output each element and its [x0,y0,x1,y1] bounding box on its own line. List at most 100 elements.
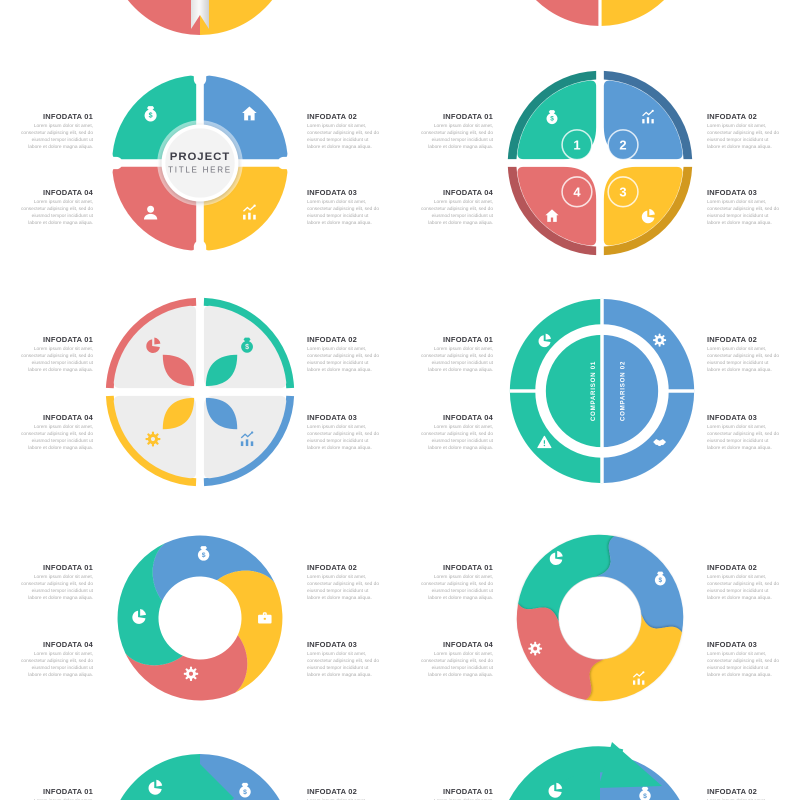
infodata-block: INFODATA 03 Lorem ipsum dolor sit amet, … [307,413,382,452]
infodata-block: INFODATA 04 Lorem ipsum dolor sit amet, … [18,188,93,227]
infodata-text: Lorem ipsum dolor sit amet, consectetur … [707,123,779,151]
gear-icon [653,333,667,347]
infodata-block: INFODATA 01 Lorem ipsum dolor sit amet, … [418,787,493,800]
infodata-text: Lorem ipsum dolor sit amet, consectetur … [707,199,779,227]
diagram-wave-donut [516,534,684,702]
infodata-text: Lorem ipsum dolor sit amet, consectetur … [707,651,779,679]
infodata-title: INFODATA 04 [443,640,493,649]
step-number-3: 3 [619,184,626,199]
infodata-title: INFODATA 01 [443,787,493,796]
infodata-title: INFODATA 03 [307,640,357,649]
pinwheel-segments [117,535,283,701]
diagram-half-ribbon-partial [127,0,273,35]
infodata-text: Lorem ipsum dolor sit amet, consectetur … [707,424,779,452]
infodata-text: Lorem ipsum dolor sit amet, consectetur … [307,798,382,800]
infodata-title: INFODATA 04 [43,188,93,197]
infodata-text: Lorem ipsum dolor sit amet, consectetur … [18,798,93,800]
wave-segments [516,534,684,702]
infodata-text: Lorem ipsum dolor sit amet, consectetur … [307,123,379,151]
gear-icon [528,641,543,656]
infodata-title: INFODATA 01 [43,563,93,572]
infodata-text: Lorem ipsum dolor sit amet, consectetur … [418,798,493,800]
center-leaves [162,354,238,430]
infodata-block: INFODATA 04 Lorem ipsum dolor sit amet, … [418,188,493,227]
infodata-block: INFODATA 01 Lorem ipsum dolor sit amet, … [418,112,493,151]
infodata-block: INFODATA 01 Lorem ipsum dolor sit amet, … [18,563,93,602]
infodata-title: INFODATA 02 [707,563,757,572]
infodata-title: INFODATA 04 [43,640,93,649]
segment-left [535,0,600,26]
infodata-title: INFODATA 02 [307,563,357,572]
infodata-block: INFODATA 02 Lorem ipsum dolor sit amet, … [307,335,382,374]
infodata-title: INFODATA 02 [707,335,757,344]
infodata-title: INFODATA 04 [443,188,493,197]
infodata-title: INFODATA 01 [443,335,493,344]
gear-icon [183,666,199,681]
infodata-title: INFODATA 03 [307,188,357,197]
arrow-head [598,742,662,788]
infodata-block: INFODATA 02 Lorem ipsum dolor sit amet, … [307,112,382,151]
quadrant-segments [517,80,683,246]
rim-notches [106,69,294,257]
infodata-title: INFODATA 01 [443,112,493,121]
infodata-block: INFODATA 03 Lorem ipsum dolor sit amet, … [707,413,782,452]
infodata-title: INFODATA 01 [43,335,93,344]
infodata-title: INFODATA 01 [43,787,93,796]
half-right [602,298,695,484]
infodata-title: INFODATA 02 [707,787,757,796]
infodata-text: Lorem ipsum dolor sit amet, consectetur … [307,346,379,374]
step-number-4: 4 [573,184,581,199]
segment-left [120,754,200,800]
infodata-text: Lorem ipsum dolor sit amet, consectetur … [421,123,493,151]
infodata-text: Lorem ipsum dolor sit amet, consectetur … [21,199,93,227]
infodata-title: INFODATA 04 [43,413,93,422]
diagram-comparison-halves: COMPARISON 01 COMPARISON 02 [509,298,695,484]
infodata-text: Lorem ipsum dolor sit amet, consectetur … [21,651,93,679]
infodata-text: Lorem ipsum dolor sit amet, consectetur … [421,199,493,227]
infodata-text: Lorem ipsum dolor sit amet, consectetur … [421,424,493,452]
infodata-text: Lorem ipsum dolor sit amet, consectetur … [421,651,493,679]
infodata-block: INFODATA 01 Lorem ipsum dolor sit amet, … [418,335,493,374]
step-circles: 1 2 3 4 [561,129,639,208]
infodata-text: Lorem ipsum dolor sit amet, consectetur … [707,798,782,800]
infodata-text: Lorem ipsum dolor sit amet, consectetur … [21,574,93,602]
diagram-arrow-cycle-partial [509,742,680,800]
divider-right [667,389,695,393]
chevron-arrow [198,762,234,800]
infodata-block: INFODATA 02 Lorem ipsum dolor sit amet, … [307,787,382,800]
infodata-text: Lorem ipsum dolor sit amet, consectetur … [421,574,493,602]
infodata-text: Lorem ipsum dolor sit amet, consectetur … [307,424,379,452]
infodata-text: Lorem ipsum dolor sit amet, consectetur … [707,346,779,374]
gray-quadrants [113,305,287,479]
infodata-block: INFODATA 02 Lorem ipsum dolor sit amet, … [707,787,782,800]
infodata-title: INFODATA 02 [307,112,357,121]
infodata-title: INFODATA 02 [307,787,357,796]
center-title: PROJECT [170,151,230,163]
diagram-half-split-partial [535,0,665,30]
segment-left [127,0,200,35]
diagram-pinwheel-donut [117,535,283,701]
comparison-left-label: COMPARISON 01 [590,361,597,421]
infodata-title: INFODATA 01 [43,112,93,121]
divider-left [509,389,537,393]
infodata-title: INFODATA 03 [707,640,757,649]
infodata-block: INFODATA 02 Lorem ipsum dolor sit amet, … [307,563,382,602]
center-hole [559,577,641,659]
dark-rim [507,70,693,256]
infodata-block: INFODATA 04 Lorem ipsum dolor sit amet, … [18,640,93,679]
infodata-block: INFODATA 01 Lorem ipsum dolor sit amet, … [18,787,93,800]
step-number-2: 2 [619,137,626,152]
infodata-title: INFODATA 03 [707,188,757,197]
comparison-right-label: COMPARISON 02 [619,361,626,421]
infodata-block: INFODATA 02 Lorem ipsum dolor sit amet, … [707,563,782,602]
infodata-block: INFODATA 04 Lorem ipsum dolor sit amet, … [418,413,493,452]
infodata-block: INFODATA 03 Lorem ipsum dolor sit amet, … [707,188,782,227]
arrow-band [509,746,624,800]
infodata-block: INFODATA 02 Lorem ipsum dolor sit amet, … [707,112,782,151]
infodata-title: INFODATA 02 [307,335,357,344]
infodata-block: INFODATA 01 Lorem ipsum dolor sit amet, … [418,563,493,602]
infodata-title: INFODATA 04 [443,413,493,422]
diagram-numbered-quadrants: 1 2 3 4 [507,70,693,256]
infodata-block: INFODATA 01 Lorem ipsum dolor sit amet, … [18,112,93,151]
